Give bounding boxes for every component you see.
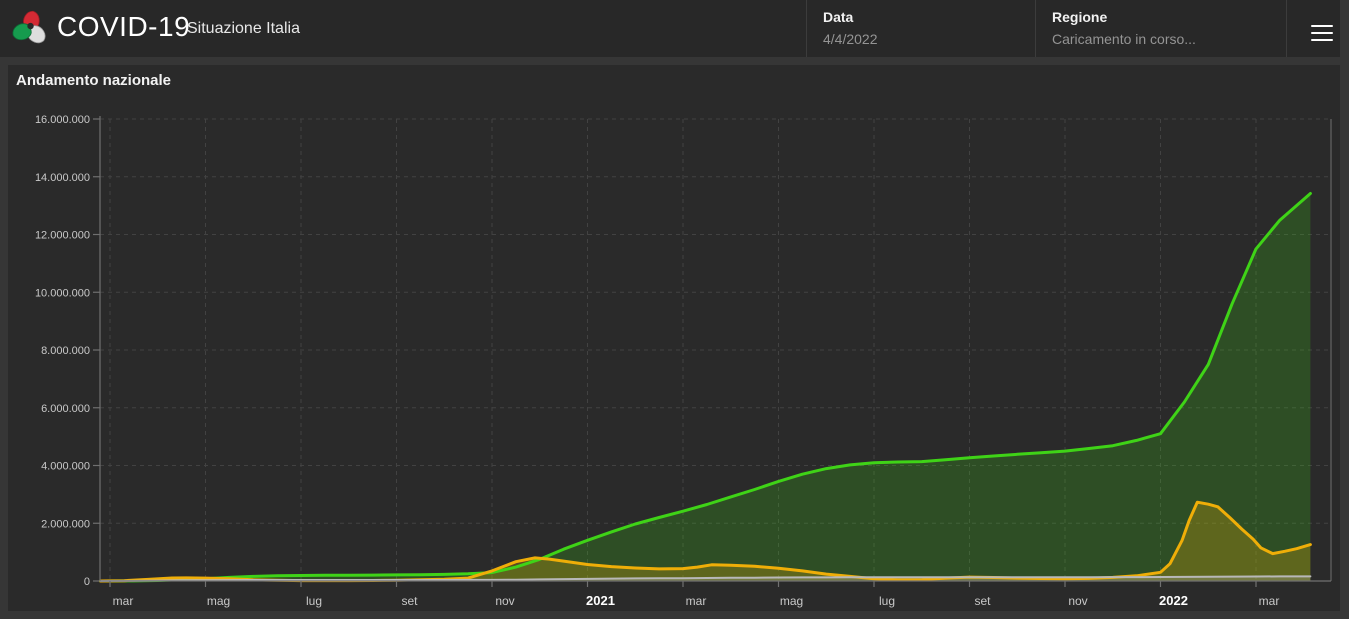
series-line-deceduti: [99, 575, 1312, 582]
y-tick-label: 10.000.000: [35, 287, 90, 299]
gridlines: [100, 118, 1331, 581]
y-tick-label: 12.000.000: [35, 230, 90, 242]
x-tick-label: 2021: [586, 593, 615, 608]
series-group: [99, 192, 1312, 583]
x-tick-label: mar: [1259, 594, 1280, 608]
panel-title: Andamento nazionale: [16, 72, 172, 89]
y-tick-label: 4.000.000: [41, 461, 90, 473]
x-tick-label: lug: [879, 594, 895, 608]
menu-button[interactable]: [1286, 0, 1340, 57]
trend-chart[interactable]: 0 2.000.000 4.000.000 6.000.000 8.000.000 10.…: [8, 65, 1340, 611]
series-line-dimessi-guariti: [99, 192, 1312, 583]
hamburger-menu-icon: [1310, 25, 1333, 41]
axes: 0 2.000.000 4.000.000 6.000.000 8.000.000 10.…: [35, 114, 1332, 608]
x-tick-label: mar: [686, 594, 707, 608]
x-tick-label: mag: [207, 594, 230, 608]
y-tick-label: 14.000.000: [35, 172, 90, 184]
series-area-dimessi-guariti: [100, 193, 1311, 581]
region-selector[interactable]: Regione Caricamento in corso...: [1035, 0, 1286, 57]
national-trend-panel: Andamento nazionale 0 2.000.000 4.000.000 6…: [8, 65, 1340, 611]
y-tick-label: 2.000.000: [41, 518, 90, 530]
x-tick-label: 2022: [1159, 593, 1188, 608]
region-label: Regione: [1052, 9, 1108, 25]
x-tick-label: set: [401, 594, 418, 608]
x-tick-label: mag: [780, 594, 803, 608]
y-tick-label: 8.000.000: [41, 345, 90, 357]
y-tick-label: 6.000.000: [41, 403, 90, 415]
x-tick-label: mar: [113, 594, 134, 608]
x-tick-label: lug: [306, 594, 322, 608]
x-tick-label: nov: [1068, 594, 1087, 608]
x-tick-label: nov: [495, 594, 514, 608]
protezione-civile-logo: [12, 10, 46, 44]
date-selector[interactable]: Data 4/4/2022: [806, 0, 1035, 57]
y-tick-label: 16.000.000: [35, 114, 90, 126]
date-label: Data: [823, 9, 854, 25]
app-header: COVID-19 Situazione Italia Data 4/4/2022…: [0, 0, 1340, 57]
y-tick-label: 0: [84, 576, 90, 588]
x-tick-label: set: [974, 594, 991, 608]
app-title: COVID-19: [57, 11, 191, 42]
region-value: Caricamento in corso...: [1052, 31, 1196, 47]
series-area-attualmente-positivi: [100, 502, 1311, 581]
app-subtitle: Situazione Italia: [187, 20, 300, 37]
date-value: 4/4/2022: [823, 31, 878, 47]
